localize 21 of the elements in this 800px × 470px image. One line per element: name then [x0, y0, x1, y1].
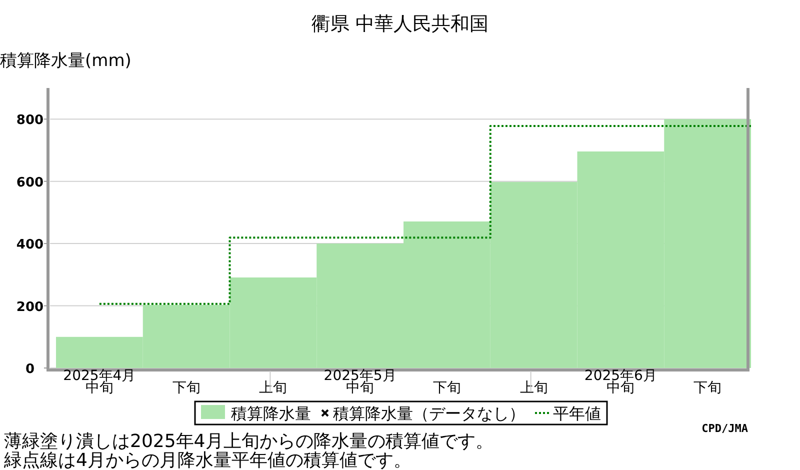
x-tick-label: 下旬: [694, 380, 722, 396]
text: CPD/JMA: [702, 422, 748, 435]
y-tick-label: 800: [16, 113, 44, 128]
y-tick-label: 200: [16, 300, 44, 315]
text: 薄緑塗り潰しは2025年4月上旬からの降水量の積算値です。: [4, 431, 494, 452]
x-tick-label: 下旬: [172, 380, 200, 396]
x-tick-label: 2025年4月中旬: [63, 368, 136, 396]
x-tick-label: 2025年5月中旬: [324, 368, 396, 396]
legend-label: 積算降水量（データなし）: [333, 404, 525, 423]
y-tick-label: 600: [16, 175, 44, 190]
legend-label: 平年値: [553, 404, 601, 423]
x-tick-label: 2025年6月中旬: [584, 368, 657, 396]
y-tick-label: 400: [16, 238, 44, 253]
x-tick-label: 下旬: [432, 380, 461, 396]
x-tick-label: 上旬: [259, 380, 288, 396]
y-tick-label: 0: [25, 362, 35, 377]
chart-title: 衢県 中華人民共和国: [311, 13, 489, 35]
legend-label: 積算降水量: [231, 404, 311, 423]
y-axis-title: 積算降水量(mm): [0, 51, 132, 71]
x-tick-label: 上旬: [520, 380, 548, 396]
text: 緑点線は4月からの月降水量平年値の積算値です。: [3, 450, 412, 470]
